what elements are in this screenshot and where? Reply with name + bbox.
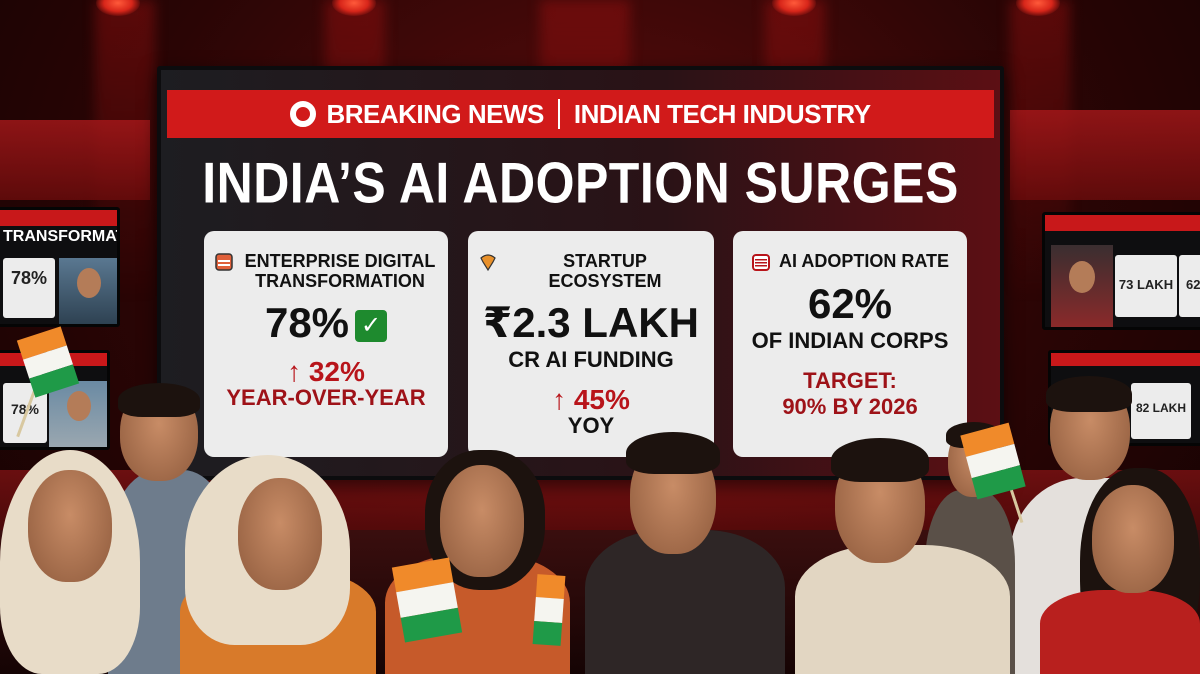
- main-news-screen: BREAKING NEWS INDIAN TECH INDUSTRY INDIA…: [157, 66, 1004, 480]
- card-change: ↑ 45%: [552, 384, 630, 415]
- card-value: 62%: [807, 280, 893, 327]
- person-shirt: [585, 530, 785, 674]
- card-value-sub: OF INDIAN CORPS: [751, 328, 949, 353]
- ceiling-light-icon: [1016, 0, 1060, 16]
- monitor-stat-card: 82 LAKH: [1131, 383, 1191, 439]
- breaking-news-label: BREAKING NEWS: [326, 98, 544, 129]
- monitor-anchor-photo: [1051, 245, 1113, 327]
- person-face: [28, 470, 112, 582]
- ceiling-light-icon: [772, 0, 816, 16]
- person-saree: [1040, 590, 1200, 674]
- bar-divider: [557, 99, 560, 129]
- person-face: [1092, 485, 1174, 593]
- person-hair: [831, 438, 929, 482]
- wall-panel: [0, 120, 150, 200]
- card-value-sub: CR AI FUNDING: [508, 347, 674, 372]
- breaking-news-bar: BREAKING NEWS INDIAN TECH INDUSTRY: [167, 90, 994, 138]
- card-change: ↑ 32%: [287, 356, 365, 387]
- building-icon: [215, 253, 233, 271]
- stat-card-adoption-rate: AI ADOPTION RATE 62% OF INDIAN CORPS TAR…: [733, 231, 967, 457]
- side-monitor-right-top: 73 LAKH 62%: [1042, 212, 1200, 330]
- card-value: ₹2.3 LAKH: [483, 299, 699, 346]
- card-title: AI ADOPTION RATE: [733, 251, 967, 272]
- monitor-breaking-bar: [1045, 215, 1200, 231]
- monitor-title: TRANSFORMATION: [3, 227, 117, 245]
- ceiling-light-icon: [96, 0, 140, 16]
- anchor-face: [67, 391, 91, 421]
- monitor-stat-card: 78%: [3, 258, 55, 318]
- anchor-face: [1069, 261, 1095, 293]
- person-face: [440, 465, 524, 577]
- headline: INDIA’S AI ADOPTION SURGES: [202, 150, 959, 216]
- live-circle-icon: [290, 101, 317, 127]
- anchor-face: [77, 268, 101, 298]
- calendar-icon: [752, 254, 770, 271]
- monitor-breaking-bar: [0, 210, 117, 226]
- person-hair: [626, 432, 720, 474]
- rocket-icon: [480, 254, 496, 272]
- monitor-anchor-photo: [49, 381, 107, 447]
- wall-panel: [1010, 110, 1200, 200]
- card-target-label: TARGET:: [803, 368, 897, 393]
- person-hair: [118, 383, 200, 417]
- monitor-anchor-photo: [59, 258, 117, 324]
- card-title: ENTERPRISE DIGITAL TRANSFORMATION: [204, 251, 448, 291]
- card-target-value: 90% BY 2026: [782, 394, 918, 419]
- stat-card-enterprise: ENTERPRISE DIGITAL TRANSFORMATION 78% ✓ ↑…: [204, 231, 448, 457]
- stat-card-startup: STARTUP ECOSYSTEM ₹2.3 LAKH CR AI FUNDIN…: [468, 231, 714, 457]
- side-monitor-left-top: TRANSFORMATION 78%: [0, 207, 120, 327]
- person-face: [238, 478, 322, 590]
- section-label: INDIAN TECH INDUSTRY: [573, 98, 871, 129]
- monitor-stat-card: 73 LAKH: [1115, 255, 1177, 317]
- monitor-breaking-bar: [1051, 353, 1200, 366]
- card-value: 78% ✓: [204, 299, 448, 347]
- card-change-label: YOY: [567, 413, 615, 438]
- person-hair: [1046, 376, 1132, 412]
- monitor-stat-card: 62%: [1179, 255, 1200, 317]
- person-shirt: [795, 545, 1010, 674]
- green-check-icon: ✓: [355, 309, 388, 342]
- ceiling-light-icon: [332, 0, 376, 16]
- indian-flag-icon: [532, 574, 566, 646]
- card-change-label: YEAR-OVER-YEAR: [226, 385, 426, 410]
- card-title: STARTUP ECOSYSTEM: [468, 251, 714, 291]
